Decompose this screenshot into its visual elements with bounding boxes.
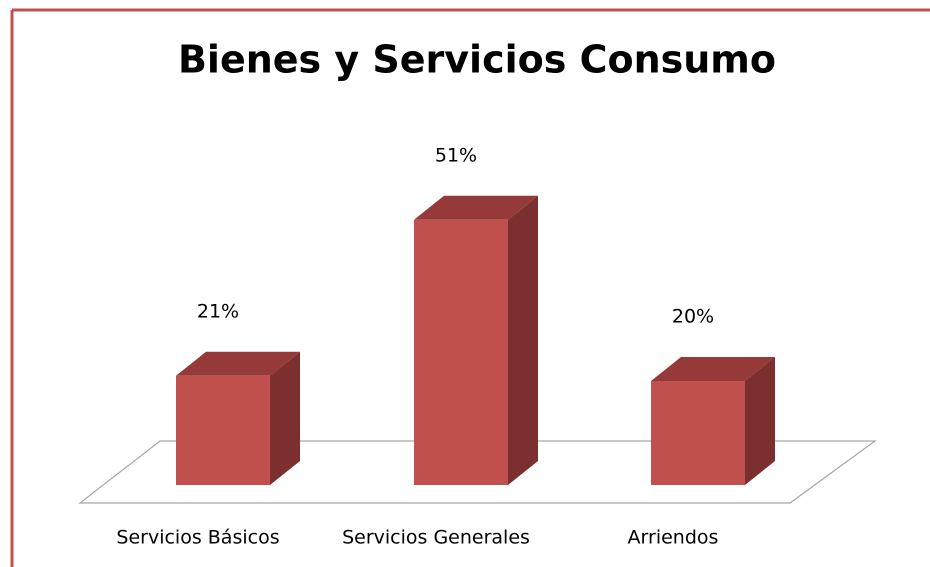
x-tick-label: Servicios Básicos: [116, 527, 279, 549]
bar-front: [651, 381, 745, 485]
bar-side: [745, 357, 775, 485]
value-label: 20%: [672, 306, 714, 328]
bar: [414, 195, 538, 486]
value-label: 51%: [435, 144, 477, 166]
x-tick-label: Servicios Generales: [342, 527, 530, 549]
bar-top: [414, 195, 538, 220]
value-label: 21%: [197, 300, 239, 322]
bar-front: [414, 219, 508, 486]
bar-side: [270, 351, 300, 485]
bar-front: [176, 375, 270, 485]
bar: [651, 357, 775, 485]
bar: [176, 351, 300, 485]
bar-side: [508, 195, 538, 486]
bar-top: [176, 351, 300, 376]
x-tick-label: Arriendos: [628, 527, 719, 549]
bar-top: [651, 357, 775, 381]
chart-title: Bienes y Servicios Consumo: [178, 38, 776, 82]
